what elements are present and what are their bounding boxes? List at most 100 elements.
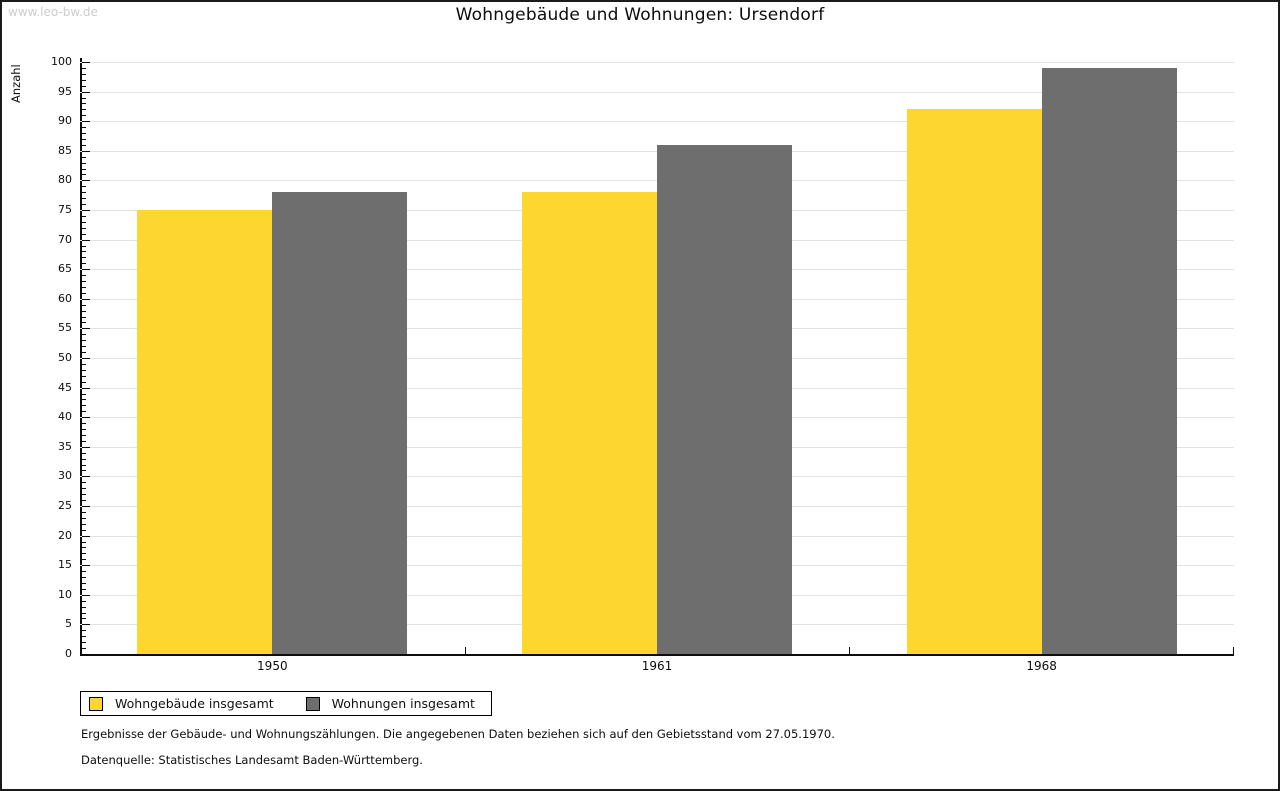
- y-tick-minor: [82, 133, 86, 134]
- y-tick-minor: [82, 607, 86, 608]
- y-tick-minor: [82, 577, 86, 578]
- y-tick-minor: [82, 542, 86, 543]
- y-tick-minor: [82, 334, 86, 335]
- y-tick-major: [82, 595, 90, 596]
- y-tick-minor: [82, 453, 86, 454]
- y-tick-minor: [82, 74, 86, 75]
- footer-note-data-source: Datenquelle: Statistisches Landesamt Bad…: [81, 753, 423, 767]
- y-tick-label: 50: [58, 351, 72, 364]
- x-tick-category-boundary: [465, 647, 466, 654]
- y-tick-label: 20: [58, 528, 72, 542]
- y-tick-minor: [82, 139, 86, 140]
- y-tick-minor: [82, 370, 86, 371]
- bar-1961-series1: [522, 192, 657, 654]
- x-tick-axis-end: [1233, 647, 1234, 654]
- y-tick-minor: [82, 281, 86, 282]
- y-tick-minor: [82, 216, 86, 217]
- x-axis-line: [80, 654, 1234, 656]
- legend-label-wohnungen: Wohnungen insgesamt: [331, 696, 475, 711]
- y-tick-major: [82, 299, 90, 300]
- y-tick-minor: [82, 512, 86, 513]
- y-tick-label: 35: [58, 439, 72, 453]
- x-tick-label-1950: 1950: [257, 659, 288, 673]
- y-tick-minor: [82, 376, 86, 377]
- y-tick-minor: [82, 636, 86, 637]
- y-tick-minor: [82, 411, 86, 412]
- y-tick-minor: [82, 441, 86, 442]
- y-tick-label: 80: [58, 173, 72, 187]
- y-tick-label: 30: [58, 469, 72, 483]
- legend-swatch-wohngebaeude: [89, 696, 103, 711]
- y-tick-label: 5: [65, 617, 72, 631]
- y-tick-label: 45: [58, 380, 72, 394]
- bar-1950-series1: [137, 210, 272, 654]
- y-tick-label: 65: [58, 262, 72, 276]
- y-tick-major: [82, 565, 90, 566]
- bar-1968-series1: [907, 109, 1042, 654]
- y-tick-minor: [82, 429, 86, 430]
- y-tick-label: 75: [58, 203, 72, 216]
- y-tick-minor: [82, 234, 86, 235]
- y-tick-minor: [82, 364, 86, 365]
- y-tick-minor: [82, 399, 86, 400]
- y-tick-major: [82, 417, 90, 418]
- y-tick-major: [82, 328, 90, 329]
- y-tick-minor: [82, 465, 86, 466]
- y-tick-minor: [82, 648, 86, 649]
- y-tick-minor: [82, 518, 86, 519]
- y-tick-minor: [82, 86, 86, 87]
- y-tick-minor: [82, 630, 86, 631]
- y-tick-minor: [82, 204, 86, 205]
- y-tick-label: 55: [58, 321, 72, 335]
- y-tick-minor: [82, 163, 86, 164]
- x-tick-label-1968: 1968: [1026, 659, 1057, 673]
- y-tick-minor: [82, 601, 86, 602]
- y-axis-line: [80, 58, 82, 654]
- legend-item-wohnungen: Wohnungen insgesamt: [305, 696, 475, 711]
- bar-1950-series2: [272, 192, 407, 654]
- y-tick-minor: [82, 246, 86, 247]
- y-tick-minor: [82, 340, 86, 341]
- y-tick-label: 0: [65, 647, 72, 660]
- footer-note-source-info: Ergebnisse der Gebäude- und Wohnungszähl…: [81, 727, 835, 741]
- y-tick-label: 95: [58, 84, 72, 98]
- y-tick-major: [82, 240, 90, 241]
- plot-area: [80, 58, 1234, 656]
- y-tick-minor: [82, 642, 86, 643]
- y-tick-minor: [82, 115, 86, 116]
- y-tick-minor: [82, 169, 86, 170]
- y-tick-minor: [82, 500, 86, 501]
- y-tick-major: [82, 269, 90, 270]
- y-tick-minor: [82, 547, 86, 548]
- legend-swatch-wohnungen: [305, 696, 320, 711]
- chart-title: Wohngebäude und Wohnungen: Ursendorf: [455, 5, 825, 25]
- bar-1961-series2: [657, 145, 792, 654]
- y-tick-minor: [82, 405, 86, 406]
- y-tick-minor: [82, 127, 86, 128]
- y-tick-major: [82, 210, 90, 211]
- y-tick-minor: [82, 222, 86, 223]
- y-tick-minor: [82, 346, 86, 347]
- y-tick-label: 25: [58, 499, 72, 512]
- y-tick-minor: [82, 352, 86, 353]
- y-axis-title: Anzahl: [9, 64, 23, 103]
- legend-label-wohngebaeude: Wohngebäude insgesamt: [115, 696, 274, 711]
- legend-item-wohngebaeude: Wohngebäude insgesamt: [89, 696, 274, 711]
- x-tick-category-boundary: [849, 647, 850, 654]
- y-tick-major: [82, 151, 90, 152]
- y-tick-minor: [82, 382, 86, 383]
- y-tick-minor: [82, 423, 86, 424]
- y-tick-minor: [82, 571, 86, 572]
- y-tick-minor: [82, 228, 86, 229]
- y-tick-minor: [82, 589, 86, 590]
- bar-1968-series2: [1042, 68, 1177, 654]
- y-tick-minor: [82, 470, 86, 471]
- y-tick-minor: [82, 157, 86, 158]
- y-tick-label: 40: [58, 410, 72, 424]
- gridline: [80, 121, 1234, 122]
- y-tick-major: [82, 506, 90, 507]
- y-tick-minor: [82, 103, 86, 104]
- y-tick-minor: [82, 186, 86, 187]
- y-tick-label: 60: [58, 291, 72, 305]
- watermark-url: www.leo-bw.de: [8, 5, 98, 19]
